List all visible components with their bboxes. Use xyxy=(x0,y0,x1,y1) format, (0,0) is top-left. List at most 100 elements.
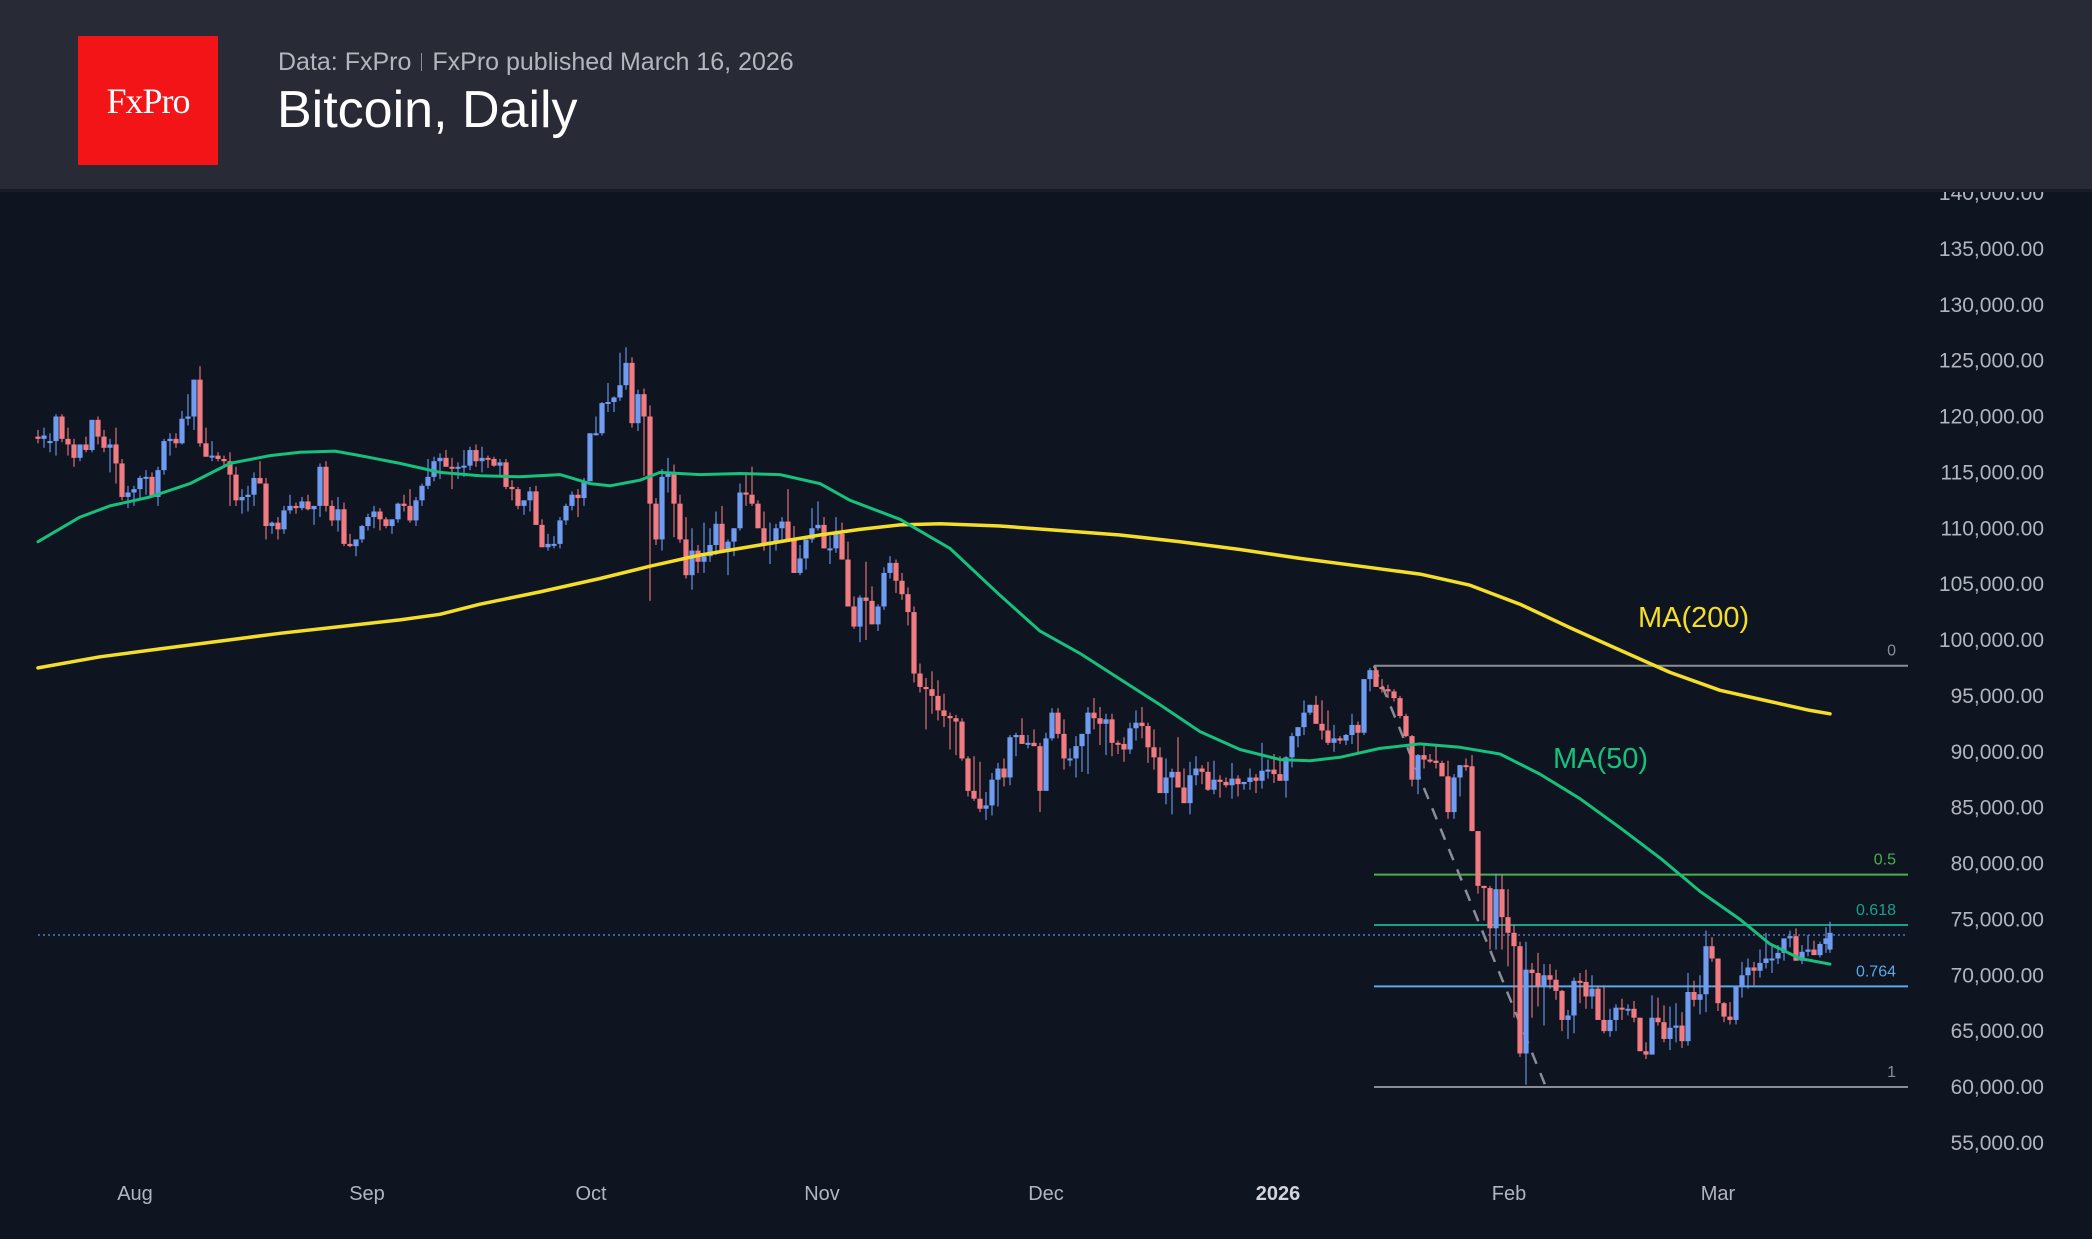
bear-candle xyxy=(323,461,329,512)
bear-candle xyxy=(1235,775,1241,797)
bull-candle xyxy=(1757,949,1763,978)
bull-candle xyxy=(1667,1006,1673,1051)
bear-candle xyxy=(443,450,449,467)
price-tick-label: 125,000.00 xyxy=(1939,350,2044,373)
bull-candle xyxy=(1211,760,1217,795)
chart-canvas: 0 0.5 0.618 0.764 1 MA(50) MA(200) 140,000.00… xyxy=(35,182,2044,1205)
fib-level-label: 0.764 xyxy=(1856,963,1896,980)
bear-candle xyxy=(1001,758,1007,787)
fib-trend-line xyxy=(1372,665,1548,1088)
time-tick-label: Feb xyxy=(1492,1183,1526,1205)
bear-candle xyxy=(401,494,407,512)
bull-candle xyxy=(833,517,839,553)
ma200-path xyxy=(36,522,1832,716)
bull-candle xyxy=(209,441,215,462)
bull-candle xyxy=(1343,733,1349,746)
price-tick-label: 100,000.00 xyxy=(1939,629,2044,652)
bear-candle xyxy=(1061,719,1067,770)
ma200-line xyxy=(36,522,1832,716)
bull-candle xyxy=(995,762,1001,807)
bull-candle xyxy=(1415,753,1421,795)
bear-candle xyxy=(347,533,353,548)
bear-candle xyxy=(1175,737,1181,788)
bear-candle xyxy=(1355,721,1361,754)
bear-candle xyxy=(119,458,125,501)
bull-candle xyxy=(281,505,287,534)
bull-candle xyxy=(1079,733,1085,772)
bear-candle xyxy=(1091,698,1097,730)
bull-candle xyxy=(731,528,737,557)
bull-candle xyxy=(1265,759,1271,779)
bull-candle xyxy=(1805,935,1811,957)
bull-candle xyxy=(701,522,707,573)
bull-candle xyxy=(335,496,341,532)
bull-candle xyxy=(1607,1008,1613,1037)
fxpro-logo: FxPro xyxy=(78,36,218,165)
bull-candle xyxy=(569,491,575,511)
bear-candle xyxy=(1055,708,1061,739)
bear-candle xyxy=(1643,1042,1649,1060)
bull-candle xyxy=(47,433,53,453)
bull-candle xyxy=(317,463,323,518)
bear-candle xyxy=(1655,997,1661,1026)
bull-candle xyxy=(179,410,185,445)
bull-candle xyxy=(1049,708,1055,741)
bear-candle xyxy=(101,429,107,453)
bull-candle xyxy=(1259,742,1265,789)
bear-candle xyxy=(1487,885,1493,950)
bear-candle xyxy=(1379,679,1385,693)
price-tick-label: 105,000.00 xyxy=(1939,573,2044,596)
fib-level-label: 1 xyxy=(1887,1064,1896,1081)
bull-candle xyxy=(635,389,641,432)
bull-candle xyxy=(527,486,533,512)
time-tick-label: Aug xyxy=(117,1183,153,1205)
bear-candle xyxy=(839,522,845,560)
price-tick-label: 115,000.00 xyxy=(1940,461,2044,484)
bear-candle xyxy=(1505,889,1511,967)
bull-candle xyxy=(1331,724,1337,752)
price-tick-label: 90,000.00 xyxy=(1951,741,2044,764)
published-date: FxPro published March 16, 2026 xyxy=(432,48,794,76)
bear-candle xyxy=(1577,973,1583,1004)
ma50-line xyxy=(36,449,1832,966)
ma200-label: MA(200) xyxy=(1638,602,1749,634)
bull-candle xyxy=(1451,774,1457,819)
time-axis: Aug Sep Oct Nov Dec 2026 Feb Mar xyxy=(117,1183,1735,1205)
separator xyxy=(421,53,423,71)
bear-candle xyxy=(491,456,497,467)
bull-candle xyxy=(1649,995,1655,1055)
bear-candle xyxy=(1373,666,1379,687)
bear-candle xyxy=(1445,760,1451,819)
bear-candle xyxy=(197,366,203,447)
bull-candle xyxy=(137,475,143,500)
bear-candle xyxy=(629,357,635,428)
bull-candle xyxy=(983,791,989,820)
price-tick-label: 95,000.00 xyxy=(1951,685,2044,708)
bear-candle xyxy=(1019,718,1025,744)
bull-candle xyxy=(1067,748,1073,767)
bear-candle xyxy=(1691,980,1697,1007)
bear-candle xyxy=(1199,765,1205,785)
bear-candle xyxy=(647,405,653,601)
bear-candle xyxy=(1811,940,1817,956)
bull-candle xyxy=(131,485,137,506)
ma50-label: MA(50) xyxy=(1553,743,1648,775)
bear-candle xyxy=(1325,710,1331,746)
bull-candle xyxy=(1073,736,1079,778)
bear-candle xyxy=(953,714,959,756)
bear-candle xyxy=(1439,760,1445,777)
bull-candle xyxy=(1457,765,1463,797)
bear-candle xyxy=(1751,961,1757,986)
fib-level-label: 0.618 xyxy=(1856,902,1896,919)
price-tick-label: 75,000.00 xyxy=(1951,908,2044,931)
bull-candle xyxy=(665,457,671,493)
bear-candle xyxy=(1031,729,1037,747)
bull-candle xyxy=(881,567,887,610)
bull-candle xyxy=(143,470,149,495)
bull-candle xyxy=(1763,932,1769,969)
bull-candle xyxy=(713,511,719,556)
price-tick-label: 80,000.00 xyxy=(1951,853,2044,876)
bear-candle xyxy=(113,427,119,484)
bear-candle xyxy=(1469,755,1475,832)
price-tick-label: 135,000.00 xyxy=(1939,238,2044,261)
